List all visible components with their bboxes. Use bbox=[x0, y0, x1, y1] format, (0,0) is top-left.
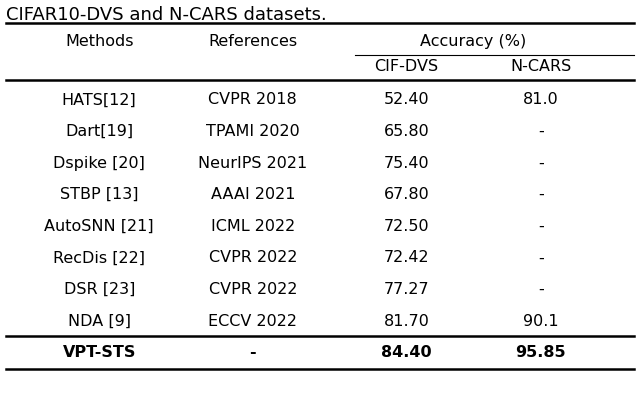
Text: -: - bbox=[538, 250, 543, 265]
Text: STBP [13]: STBP [13] bbox=[60, 187, 138, 202]
Text: Dart[19]: Dart[19] bbox=[65, 124, 133, 139]
Text: -: - bbox=[538, 124, 543, 139]
Text: AAAI 2021: AAAI 2021 bbox=[211, 187, 295, 202]
Text: 81.70: 81.70 bbox=[383, 314, 429, 329]
Text: HATS[12]: HATS[12] bbox=[62, 92, 136, 107]
Text: CVPR 2022: CVPR 2022 bbox=[209, 282, 297, 297]
Text: -: - bbox=[538, 156, 543, 171]
Text: 75.40: 75.40 bbox=[383, 156, 429, 171]
Text: Accuracy (%): Accuracy (%) bbox=[420, 34, 527, 49]
Text: References: References bbox=[208, 34, 298, 49]
Text: DSR [23]: DSR [23] bbox=[63, 282, 135, 297]
Text: 52.40: 52.40 bbox=[383, 92, 429, 107]
Text: 65.80: 65.80 bbox=[383, 124, 429, 139]
Text: N-CARS: N-CARS bbox=[510, 59, 572, 74]
Text: 95.85: 95.85 bbox=[515, 345, 566, 360]
Text: AutoSNN [21]: AutoSNN [21] bbox=[44, 219, 154, 234]
Text: ICML 2022: ICML 2022 bbox=[211, 219, 295, 234]
Text: CVPR 2022: CVPR 2022 bbox=[209, 250, 297, 265]
Text: CVPR 2018: CVPR 2018 bbox=[209, 92, 297, 107]
Text: 72.42: 72.42 bbox=[383, 250, 429, 265]
Text: -: - bbox=[538, 187, 543, 202]
Text: 67.80: 67.80 bbox=[383, 187, 429, 202]
Text: ECCV 2022: ECCV 2022 bbox=[208, 314, 298, 329]
Text: CIFAR10-DVS and N-CARS datasets.: CIFAR10-DVS and N-CARS datasets. bbox=[6, 6, 327, 24]
Text: 81.0: 81.0 bbox=[523, 92, 559, 107]
Text: RecDis [22]: RecDis [22] bbox=[53, 250, 145, 265]
Text: -: - bbox=[538, 282, 543, 297]
Text: TPAMI 2020: TPAMI 2020 bbox=[206, 124, 300, 139]
Text: CIF-DVS: CIF-DVS bbox=[374, 59, 438, 74]
Text: 77.27: 77.27 bbox=[383, 282, 429, 297]
Text: 72.50: 72.50 bbox=[383, 219, 429, 234]
Text: Methods: Methods bbox=[65, 34, 134, 49]
Text: Dspike [20]: Dspike [20] bbox=[53, 156, 145, 171]
Text: 90.1: 90.1 bbox=[523, 314, 559, 329]
Text: -: - bbox=[538, 219, 543, 234]
Text: -: - bbox=[250, 345, 256, 360]
Text: 84.40: 84.40 bbox=[381, 345, 432, 360]
Text: VPT-STS: VPT-STS bbox=[63, 345, 136, 360]
Text: NeurIPS 2021: NeurIPS 2021 bbox=[198, 156, 307, 171]
Text: NDA [9]: NDA [9] bbox=[68, 314, 131, 329]
